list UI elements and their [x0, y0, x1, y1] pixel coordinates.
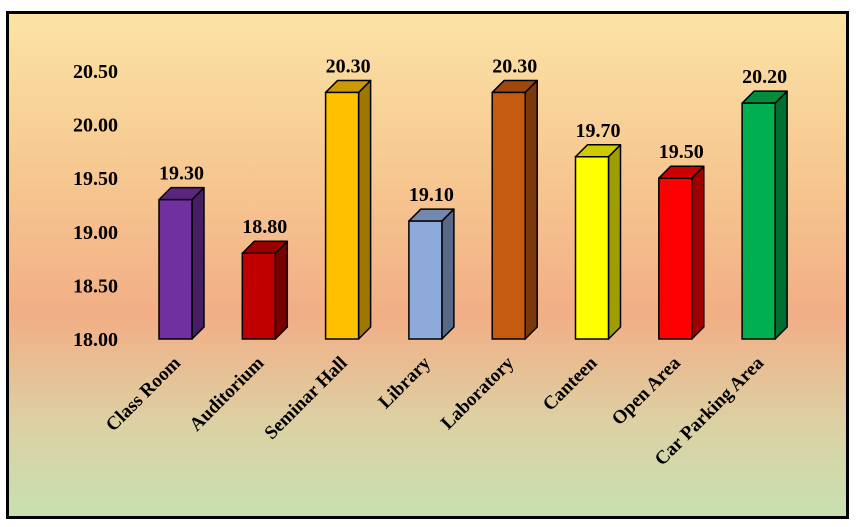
x-tick-label: Laboratory — [437, 352, 519, 434]
bar-group — [574, 144, 622, 340]
bar-side — [524, 79, 538, 340]
x-tick-label: Canteen — [539, 352, 602, 415]
x-tick-label: Auditorium — [186, 353, 269, 436]
bar-side — [274, 240, 289, 340]
data-label: 20.20 — [742, 66, 787, 88]
bar-group — [158, 186, 205, 340]
bar-side — [357, 79, 372, 340]
data-label: 20.30 — [492, 55, 537, 77]
bar — [658, 177, 693, 340]
data-label: 20.30 — [326, 55, 371, 77]
bar-side — [607, 144, 622, 340]
bar — [741, 102, 776, 340]
bar-group — [324, 79, 372, 340]
x-tick-label: Class Room — [102, 353, 185, 436]
y-tick-label: 18.50 — [73, 275, 118, 297]
bar-group — [408, 208, 455, 340]
data-label: 19.10 — [409, 184, 454, 206]
bar — [408, 220, 443, 340]
bar — [324, 91, 360, 340]
y-tick-label: 19.00 — [73, 222, 118, 244]
data-label: 19.70 — [576, 120, 621, 142]
bar-side — [774, 90, 788, 340]
bar-side — [691, 165, 705, 340]
y-tick-label: 18.00 — [73, 329, 118, 351]
bar-side — [191, 186, 205, 340]
data-label: 18.80 — [242, 216, 287, 238]
bar — [158, 198, 193, 340]
y-tick-label: 20.50 — [73, 61, 118, 83]
data-label: 19.30 — [159, 163, 204, 185]
bar — [574, 156, 610, 340]
x-tick-label: Seminar Hall — [261, 353, 352, 444]
data-label: 19.50 — [659, 141, 704, 163]
bar — [241, 252, 277, 340]
bar-side — [441, 208, 455, 340]
bar-group — [741, 90, 788, 340]
bar-group — [241, 240, 289, 340]
bar — [491, 91, 526, 340]
bar-group — [491, 79, 538, 340]
y-tick-label: 20.00 — [73, 115, 118, 137]
y-tick-label: 19.50 — [73, 168, 118, 190]
x-tick-label: Open Area — [608, 352, 685, 429]
bar-group — [658, 165, 705, 340]
x-tick-label: Library — [375, 352, 436, 413]
